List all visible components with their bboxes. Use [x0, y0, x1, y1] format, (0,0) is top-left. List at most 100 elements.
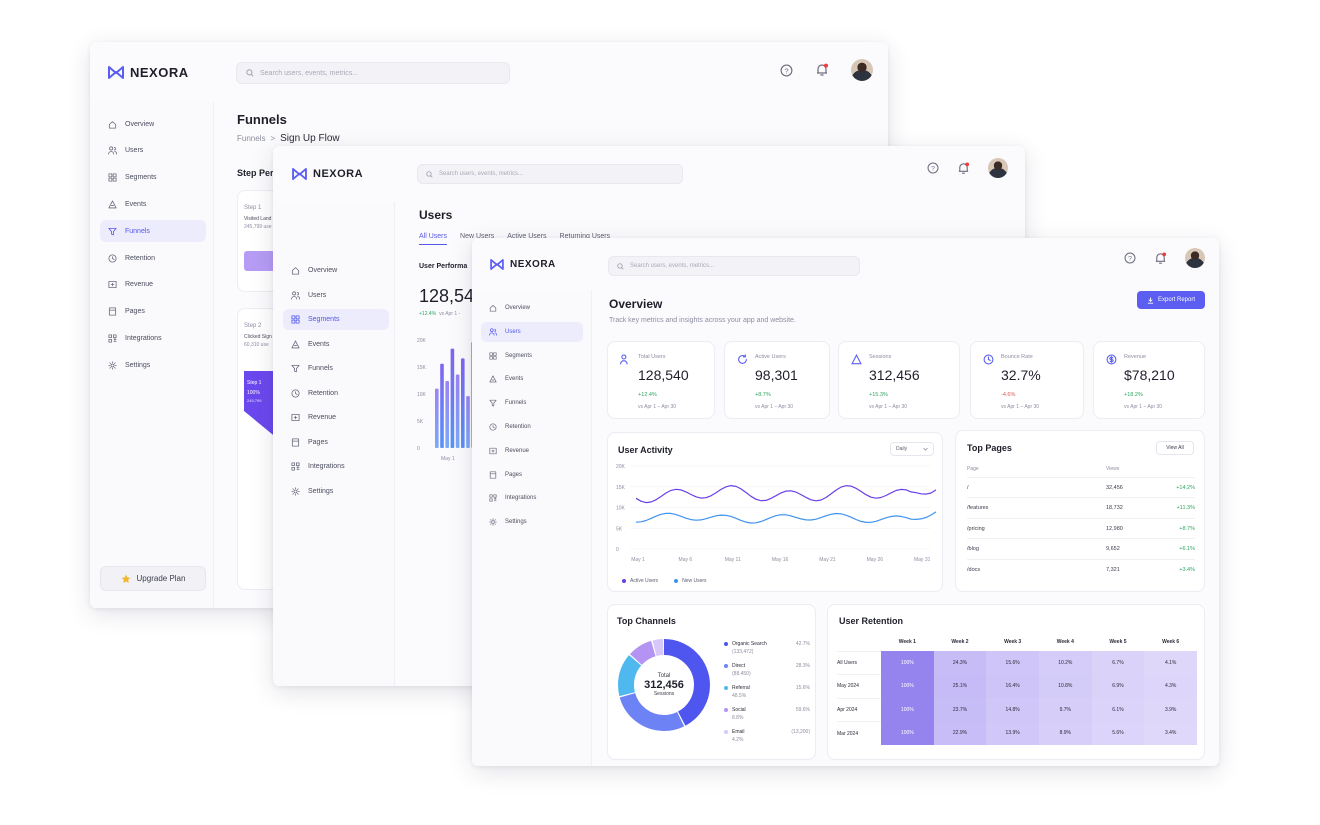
channel-legend-item: Email 4.2% (13,200) [724, 729, 810, 749]
retention-cell: 100% [881, 651, 934, 675]
export-report-button[interactable]: Export Report [1137, 291, 1205, 309]
sidebar-item-revenue[interactable]: Revenue [283, 407, 389, 428]
sidebar-item-segments[interactable]: Segments [283, 309, 389, 330]
retention-cell: 100% [881, 698, 934, 722]
step-count: 245,799 use [244, 224, 272, 230]
tab-active-users[interactable]: Active Users [507, 233, 547, 240]
sidebar-item-settings[interactable]: Settings [481, 512, 583, 532]
table-row[interactable]: /pricing 12,980 +8.7% [967, 517, 1195, 538]
users-icon [489, 328, 497, 336]
sidebar-item-retention[interactable]: Retention [283, 383, 389, 404]
brand-logo[interactable]: NEXORA [108, 65, 189, 80]
svg-text:?: ? [931, 166, 935, 173]
users-icon [108, 146, 117, 155]
bell-icon[interactable] [815, 63, 829, 77]
sidebar-item-pages[interactable]: Pages [481, 465, 583, 485]
page-views: 7,321 [1106, 566, 1120, 573]
sidebar-item-users[interactable]: Users [283, 285, 389, 306]
retention-row: Apr 2024 100% 23.7% 14.8% 9.7% 6.1% 3.9% [837, 697, 1197, 722]
sidebar-item-retention[interactable]: Retention [100, 247, 206, 269]
revenue-icon [291, 413, 300, 422]
integrations-icon [489, 494, 497, 502]
sidebar-item-label: Events [505, 376, 524, 383]
sidebar-item-events[interactable]: Events [100, 193, 206, 215]
kpi-card[interactable]: Revenue $78,210 +18.2% vs Apr 1 – Apr 30 [1093, 341, 1205, 419]
period-select[interactable]: Daily [890, 442, 934, 456]
sidebar-item-overview[interactable]: Overview [100, 113, 206, 135]
page-change: +11.3% [1176, 505, 1195, 512]
legend-item: New Users [674, 578, 707, 584]
legend-item: Active Users [622, 578, 658, 584]
user-avatar[interactable] [851, 59, 873, 81]
sidebar-item-pages[interactable]: Pages [100, 301, 206, 323]
kpi-card[interactable]: Bounce Rate 32.7% -4.6% vs Apr 1 – Apr 30 [970, 341, 1084, 419]
table-row[interactable]: / 32,456 +14.2% [967, 477, 1195, 497]
step-label: Step 2 [244, 323, 262, 329]
sidebar-item-revenue[interactable]: Revenue [481, 441, 583, 461]
brand-logo[interactable]: NEXORA [490, 258, 556, 270]
sidebar-item-events[interactable]: Events [283, 334, 389, 355]
events-icon [489, 375, 497, 383]
step-card[interactable]: Step 1 Visited Land 245,799 use [237, 190, 278, 292]
page-title: Users [419, 208, 453, 222]
bell-icon[interactable] [1154, 252, 1167, 265]
search-icon [426, 170, 433, 178]
table-row[interactable]: /features 18,732 +11.3% [967, 497, 1195, 517]
sidebar-item-integrations[interactable]: Integrations [100, 327, 206, 349]
tab-all-users[interactable]: All Users [419, 233, 448, 245]
sidebar-item-label: Settings [505, 519, 527, 526]
channel-count: 8.8% [732, 715, 744, 721]
x-tick-label: May 1 [631, 557, 645, 563]
kpi-change: +8.7% [755, 392, 771, 398]
sidebar-item-overview[interactable]: Overview [283, 260, 389, 281]
table-row[interactable]: /docs 7,321 +3.4% [967, 558, 1195, 579]
sidebar-item-funnels[interactable]: Funnels [283, 358, 389, 379]
user-avatar[interactable] [988, 158, 1008, 178]
search-input[interactable]: Search users, events, metrics... [236, 62, 510, 84]
table-row[interactable]: /blog 9,652 +6.1% [967, 538, 1195, 558]
page-change: +6.1% [1179, 546, 1195, 553]
sidebar-item-revenue[interactable]: Revenue [100, 274, 206, 296]
sidebar-item-segments[interactable]: Segments [481, 346, 583, 366]
sidebar-item-label: Overview [125, 120, 155, 128]
view-all-button[interactable]: View All [1156, 441, 1194, 455]
x-tick-label: May 21 [819, 557, 836, 563]
sidebar-item-settings[interactable]: Settings [283, 481, 389, 502]
kpi-card[interactable]: Sessions 312,456 +15.3% vs Apr 1 – Apr 30 [838, 341, 960, 419]
sidebar-item-integrations[interactable]: Integrations [481, 488, 583, 508]
sidebar-item-segments[interactable]: Segments [100, 167, 206, 189]
step-card[interactable]: Step 2 Clicked Sign 60,310 use Step 1 10… [237, 308, 278, 590]
kpi-card[interactable]: Active Users 98,301 +8.7% vs Apr 1 – Apr 30 [724, 341, 830, 419]
bell-icon[interactable] [957, 162, 970, 175]
search-input[interactable]: Search users, events, metrics... [608, 256, 860, 276]
sidebar-item-label: Revenue [125, 281, 154, 289]
sidebar-item-retention[interactable]: Retention [481, 417, 583, 437]
sidebar-item-integrations[interactable]: Integrations [283, 456, 389, 477]
breadcrumb-root[interactable]: Funnels [237, 134, 266, 143]
upgrade-plan-button[interactable]: Upgrade Plan [100, 566, 206, 591]
retention-cell: 4.3% [1144, 674, 1197, 698]
sidebar-item-funnels[interactable]: Funnels [100, 220, 206, 243]
user-avatar[interactable] [1185, 248, 1205, 268]
sidebar-item-funnels[interactable]: Funnels [481, 393, 583, 413]
sidebar-item-pages[interactable]: Pages [283, 432, 389, 453]
cohort-label: Mar 2024 [837, 721, 881, 745]
help-icon[interactable]: ? [780, 64, 793, 77]
tab-new-users[interactable]: New Users [460, 233, 495, 240]
sidebar-item-users[interactable]: Users [481, 321, 583, 342]
x-tick-label: May 1 [441, 456, 455, 462]
legend-dot [622, 579, 626, 583]
x-tick-label: May 11 [725, 557, 741, 563]
help-icon[interactable]: ? [1124, 252, 1136, 264]
sidebar-item-events[interactable]: Events [481, 369, 583, 389]
sidebar-item-settings[interactable]: Settings [100, 354, 206, 376]
search-input[interactable]: Search users, events, metrics... [417, 164, 683, 184]
kpi-card[interactable]: Total Users 128,540 +12.4% vs Apr 1 – Apr 3… [607, 341, 715, 419]
brand-logo[interactable]: NEXORA [292, 168, 363, 180]
sidebar-item-overview[interactable]: Overview [481, 298, 583, 318]
tab-returning-users[interactable]: Returning Users [559, 233, 611, 240]
help-icon[interactable]: ? [927, 162, 939, 174]
sidebar-item-users[interactable]: Users [100, 140, 206, 162]
sidebar-item-label: Integrations [125, 334, 162, 342]
page-views: 32,456 [1106, 485, 1123, 491]
